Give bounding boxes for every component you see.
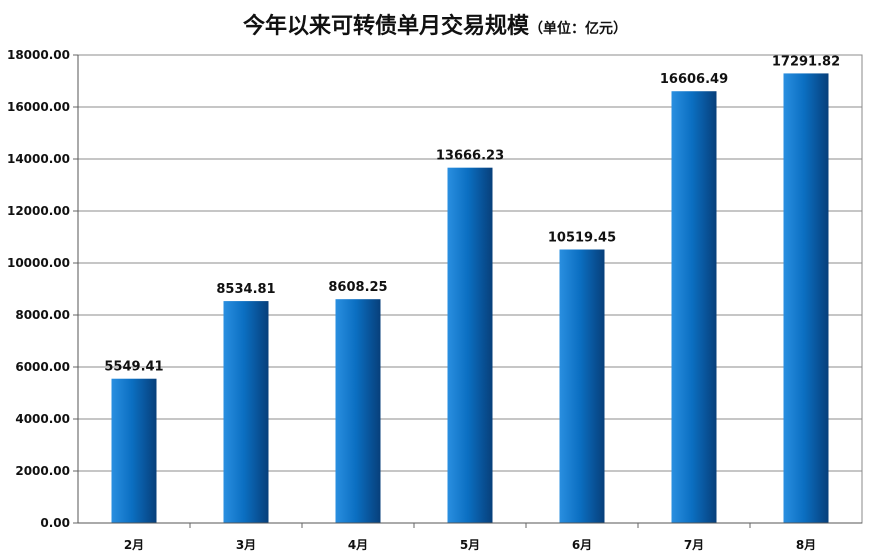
x-tick-label: 8月 (796, 538, 816, 552)
data-label: 17291.82 (772, 54, 840, 69)
y-tick-label: 14000.00 (7, 152, 70, 166)
y-tick-label: 12000.00 (7, 204, 70, 218)
y-tick-label: 4000.00 (15, 412, 70, 426)
bar (783, 73, 829, 523)
bars: 5549.41 8534.81 8608.25 13666.23 10519.45 166… (104, 54, 840, 523)
y-tick-label: 6000.00 (15, 360, 70, 374)
chart-title-unit: （单位：亿元） (529, 21, 627, 37)
y-tick-label: 2000.00 (15, 464, 70, 478)
x-tick-label: 6月 (572, 538, 592, 552)
bar (111, 378, 157, 523)
data-label: 8534.81 (216, 282, 275, 297)
bar (335, 299, 381, 523)
y-tick-label: 0.00 (40, 516, 70, 530)
chart-title-main: 今年以来可转债单月交易规模 (242, 13, 529, 39)
y-tick-label: 8000.00 (15, 308, 70, 322)
bar (559, 249, 605, 523)
x-tick-label: 2月 (124, 538, 144, 552)
bar (223, 301, 269, 523)
x-axis: 2月 3月 4月 5月 6月 7月 8月 (78, 522, 862, 552)
x-tick-label: 7月 (684, 538, 704, 552)
y-tick-label: 16000.00 (7, 100, 70, 114)
x-tick-label: 3月 (236, 538, 256, 552)
x-tick-label: 5月 (460, 538, 480, 552)
data-label: 13666.23 (436, 149, 504, 164)
y-tick-label: 10000.00 (7, 256, 70, 270)
chart-title: 今年以来可转债单月交易规模（单位：亿元） (0, 8, 870, 40)
data-label: 5549.41 (104, 360, 163, 375)
data-label: 16606.49 (660, 72, 728, 87)
x-tick-label: 4月 (348, 538, 368, 552)
y-axis: 0.00 2000.00 4000.00 6000.00 8000.00 10000.00… (7, 48, 79, 530)
data-label: 10519.45 (548, 230, 616, 245)
bar (671, 91, 717, 523)
data-label: 8608.25 (328, 280, 387, 295)
bar (447, 167, 493, 523)
y-tick-label: 18000.00 (7, 48, 70, 62)
